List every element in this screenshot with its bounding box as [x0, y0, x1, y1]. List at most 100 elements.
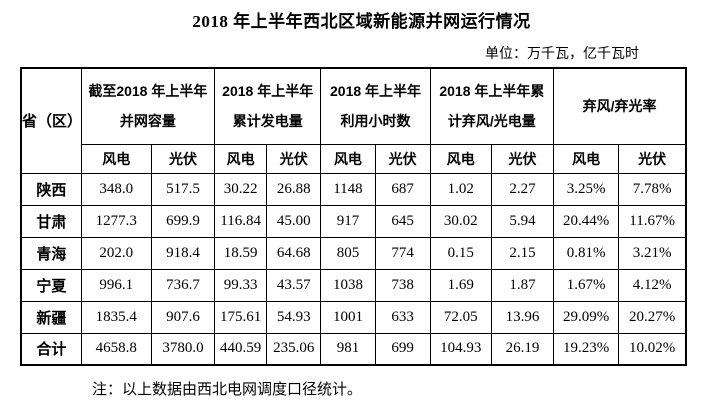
data-cell: 3780.0: [150, 332, 216, 366]
column-group-grid-capacity: 截至2018 年上半年 并网容量: [80, 67, 216, 145]
data-cell: 736.7: [150, 268, 216, 302]
data-cell: 633: [374, 300, 431, 334]
subheader-solar: 光伏: [266, 143, 322, 174]
province-label: 青海: [20, 236, 82, 270]
data-cell: 4.12%: [618, 268, 687, 302]
subheader-solar: 光伏: [150, 143, 216, 174]
data-cell: 805: [320, 236, 376, 270]
data-cell: 699: [374, 332, 431, 366]
subheader-wind: 风电: [214, 143, 268, 174]
column-group-utilization-hours: 2018 年上半年 利用小时数: [320, 67, 431, 145]
data-cell: 30.22: [214, 172, 268, 206]
page-title: 2018 年上半年西北区域新能源并网运行情况: [192, 12, 531, 31]
group-label-line1: 2018 年上半年: [330, 83, 422, 100]
subheader-wind: 风电: [80, 143, 152, 174]
group-label-line2: 并网容量: [119, 113, 176, 130]
group-label-line1: 2018 年上半年累: [439, 83, 545, 100]
data-cell: 996.1: [80, 268, 152, 302]
data-cell: 99.33: [214, 268, 268, 302]
data-cell: 917: [320, 204, 376, 238]
table-row-ningxia: 宁夏 996.1 736.7 99.33 43.57 1038 738 1.69…: [20, 268, 687, 302]
data-cell: 645: [374, 204, 431, 238]
subheader-wind: 风电: [553, 143, 620, 174]
data-cell: 1001: [320, 300, 376, 334]
data-cell: 54.93: [266, 300, 322, 334]
total-label: 合计: [20, 332, 82, 366]
group-label-line2: 累计发电量: [232, 113, 303, 130]
subheader-solar: 光伏: [618, 143, 687, 174]
table-row-total: 合计 4658.8 3780.0 440.59 235.06 981 699 1…: [20, 332, 687, 366]
data-cell: 29.09%: [553, 300, 620, 334]
data-cell: 2.15: [490, 236, 555, 270]
table-row-qinghai: 青海 202.0 918.4 18.59 64.68 805 774 0.15 …: [20, 236, 687, 270]
data-cell: 738: [374, 268, 431, 302]
data-cell: 0.15: [429, 236, 492, 270]
data-cell: 2.27: [490, 172, 555, 206]
data-cell: 10.02%: [618, 332, 687, 366]
data-cell: 0.81%: [553, 236, 620, 270]
column-group-curtailed-energy: 2018 年上半年累 计弃风/光电量: [429, 67, 555, 145]
data-cell: 1038: [320, 268, 376, 302]
data-cell: 13.96: [490, 300, 555, 334]
data-cell: 18.59: [214, 236, 268, 270]
province-label: 新疆: [20, 300, 82, 334]
data-cell: 440.59: [214, 332, 268, 366]
data-cell: 175.61: [214, 300, 268, 334]
data-cell: 43.57: [266, 268, 322, 302]
subheader-wind: 风电: [320, 143, 376, 174]
data-cell: 20.27%: [618, 300, 687, 334]
table-row-gansu: 甘肃 1277.3 699.9 116.84 45.00 917 645 30.…: [20, 204, 687, 238]
province-label: 宁夏: [20, 268, 82, 302]
data-cell: 907.6: [150, 300, 216, 334]
table-row-xinjiang: 新疆 1835.4 907.6 175.61 54.93 1001 633 72…: [20, 300, 687, 334]
data-cell: 26.88: [266, 172, 322, 206]
data-cell: 64.68: [266, 236, 322, 270]
group-label-line1: 截至2018 年上半年: [88, 83, 208, 100]
data-cell: 1148: [320, 172, 376, 206]
subheader-solar: 光伏: [490, 143, 555, 174]
column-header-province: 省（区）: [20, 67, 82, 174]
data-cell: 202.0: [80, 236, 152, 270]
data-cell: 1.02: [429, 172, 492, 206]
data-cell: 30.02: [429, 204, 492, 238]
column-group-cumulative-generation: 2018 年上半年 累计发电量: [214, 67, 322, 145]
data-cell: 45.00: [266, 204, 322, 238]
province-label: 陕西: [20, 172, 82, 206]
data-cell: 774: [374, 236, 431, 270]
data-cell: 1.87: [490, 268, 555, 302]
data-cell: 3.25%: [553, 172, 620, 206]
data-cell: 699.9: [150, 204, 216, 238]
data-cell: 1.67%: [553, 268, 620, 302]
footnote: 注：以上数据由西北电网调度口径统计。: [92, 381, 363, 398]
data-cell: 1.69: [429, 268, 492, 302]
header-sub-row: 风电 光伏 风电 光伏 风电 光伏 风电 光伏 风电 光伏: [21, 143, 687, 174]
data-cell: 11.67%: [618, 204, 687, 238]
data-cell: 104.93: [429, 332, 492, 366]
subheader-wind: 风电: [429, 143, 492, 174]
data-cell: 235.06: [266, 332, 322, 366]
data-cell: 348.0: [80, 172, 152, 206]
data-cell: 918.4: [150, 236, 216, 270]
data-cell: 1277.3: [80, 204, 152, 238]
province-label: 甘肃: [20, 204, 82, 238]
data-cell: 1835.4: [80, 300, 152, 334]
table-row-shaanxi: 陕西 348.0 517.5 30.22 26.88 1148 687 1.02…: [20, 172, 687, 206]
data-cell: 5.94: [490, 204, 555, 238]
group-label-line1: 2018 年上半年: [222, 83, 314, 100]
data-cell: 7.78%: [618, 172, 687, 206]
data-cell: 26.19: [490, 332, 555, 366]
data-cell: 981: [320, 332, 376, 366]
data-cell: 687: [374, 172, 431, 206]
group-label-line2: 利用小时数: [340, 113, 411, 130]
new-energy-grid-table: 省（区） 截至2018 年上半年 并网容量 2018 年上半年 累计发电量 20…: [20, 67, 687, 366]
subheader-solar: 光伏: [374, 143, 431, 174]
data-cell: 20.44%: [553, 204, 620, 238]
header-group-row: 省（区） 截至2018 年上半年 并网容量 2018 年上半年 累计发电量 20…: [20, 67, 687, 174]
data-cell: 3.21%: [618, 236, 687, 270]
column-group-curtailment-rate: 弃风/弃光率: [553, 67, 687, 145]
group-label-line2: 计弃风/光电量: [447, 113, 536, 130]
unit-note: 单位：万千瓦，亿千瓦时: [485, 45, 639, 61]
data-cell: 72.05: [429, 300, 492, 334]
data-cell: 4658.8: [80, 332, 152, 366]
